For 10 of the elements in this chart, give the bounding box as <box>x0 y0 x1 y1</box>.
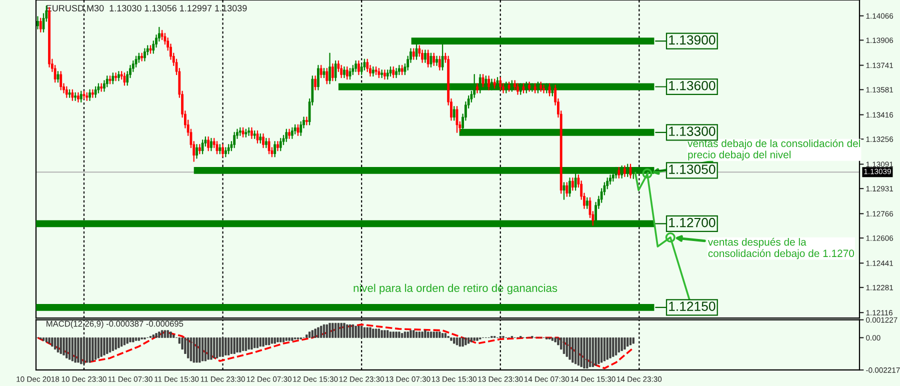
series-label: 1.13050 <box>669 164 716 174</box>
series-label: 1.13600 <box>669 80 716 90</box>
chart-title: MACD(12,26,9) -0.000387 -0.000695 <box>46 320 184 328</box>
series-label: 1.12700 <box>669 218 716 228</box>
series-label: 1.13300 <box>669 126 716 136</box>
annotation: ventas debajo de la consolidación del precio debajo del nivel <box>688 139 860 160</box>
series-label: 1.13900 <box>669 35 716 45</box>
annotation: nivel para la orden de retiro de ganancias <box>354 284 558 294</box>
series-label: 1.12150 <box>669 302 716 311</box>
annotation: ventas después de la consolidación debajo de 1.1270 <box>708 238 854 260</box>
